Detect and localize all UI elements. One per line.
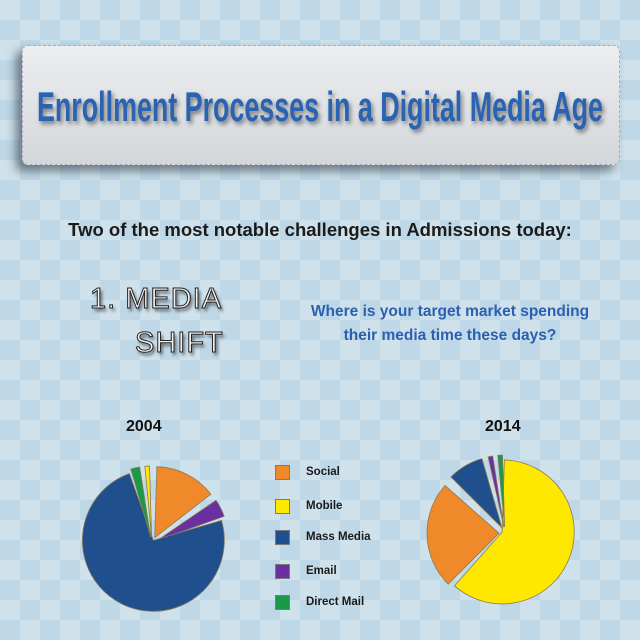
pie-2004-slice-direct-mail <box>130 466 152 538</box>
legend-item-direct-mail: Direct Mail <box>275 593 364 611</box>
subtitle: Two of the most notable challenges in Ad… <box>68 219 572 240</box>
legend-label: Email <box>306 565 337 577</box>
pie-2004-slice-social <box>154 466 212 539</box>
pie-2004-slice-mobile <box>144 465 153 538</box>
pie-2014-slice-social <box>426 484 500 585</box>
question-line2: their media time these days? <box>343 327 557 344</box>
title-graphic: Enrollment Processes in a Digital Media … <box>37 83 603 130</box>
legend-label: Social <box>306 466 340 478</box>
title-banner: Enrollment Processes in a Digital Media … <box>22 45 620 165</box>
legend-item-email: Email <box>275 562 337 580</box>
legend-swatch <box>275 464 290 480</box>
legend-item-mobile: Mobile <box>275 497 342 515</box>
pie-2014-slice-mass-media <box>450 458 503 530</box>
legend-swatch <box>275 529 290 545</box>
pie-2014-slice-direct-mail <box>497 454 506 528</box>
pie-2004-title: 2004 <box>126 418 162 435</box>
legend-item-mass-media: Mass Media <box>275 528 371 546</box>
legend-swatch <box>275 594 290 610</box>
pie-2014-title: 2014 <box>485 418 521 435</box>
page-title: Enrollment Processes in a Digital Media … <box>37 83 603 130</box>
section-heading-line1: 1. MEDIA <box>89 283 223 316</box>
pie-2004-slice-email <box>157 499 225 541</box>
section-heading-line2: SHIFT <box>135 327 224 360</box>
legend-label: Direct Mail <box>306 596 365 608</box>
legend-swatch <box>275 498 290 514</box>
legend-label: Mobile <box>306 500 343 512</box>
pie-2014-slice-mobile <box>453 459 575 605</box>
pie-2004-slice-mass-media <box>82 472 225 612</box>
legend-item-social: Social <box>275 463 340 481</box>
question-line1: Where is your target market spending <box>310 303 590 320</box>
pie-2014-slice-email <box>487 455 505 528</box>
question-text: Where is your target market spending the… <box>270 300 630 348</box>
legend-label: Mass Media <box>306 531 371 543</box>
legend-swatch <box>275 563 290 579</box>
